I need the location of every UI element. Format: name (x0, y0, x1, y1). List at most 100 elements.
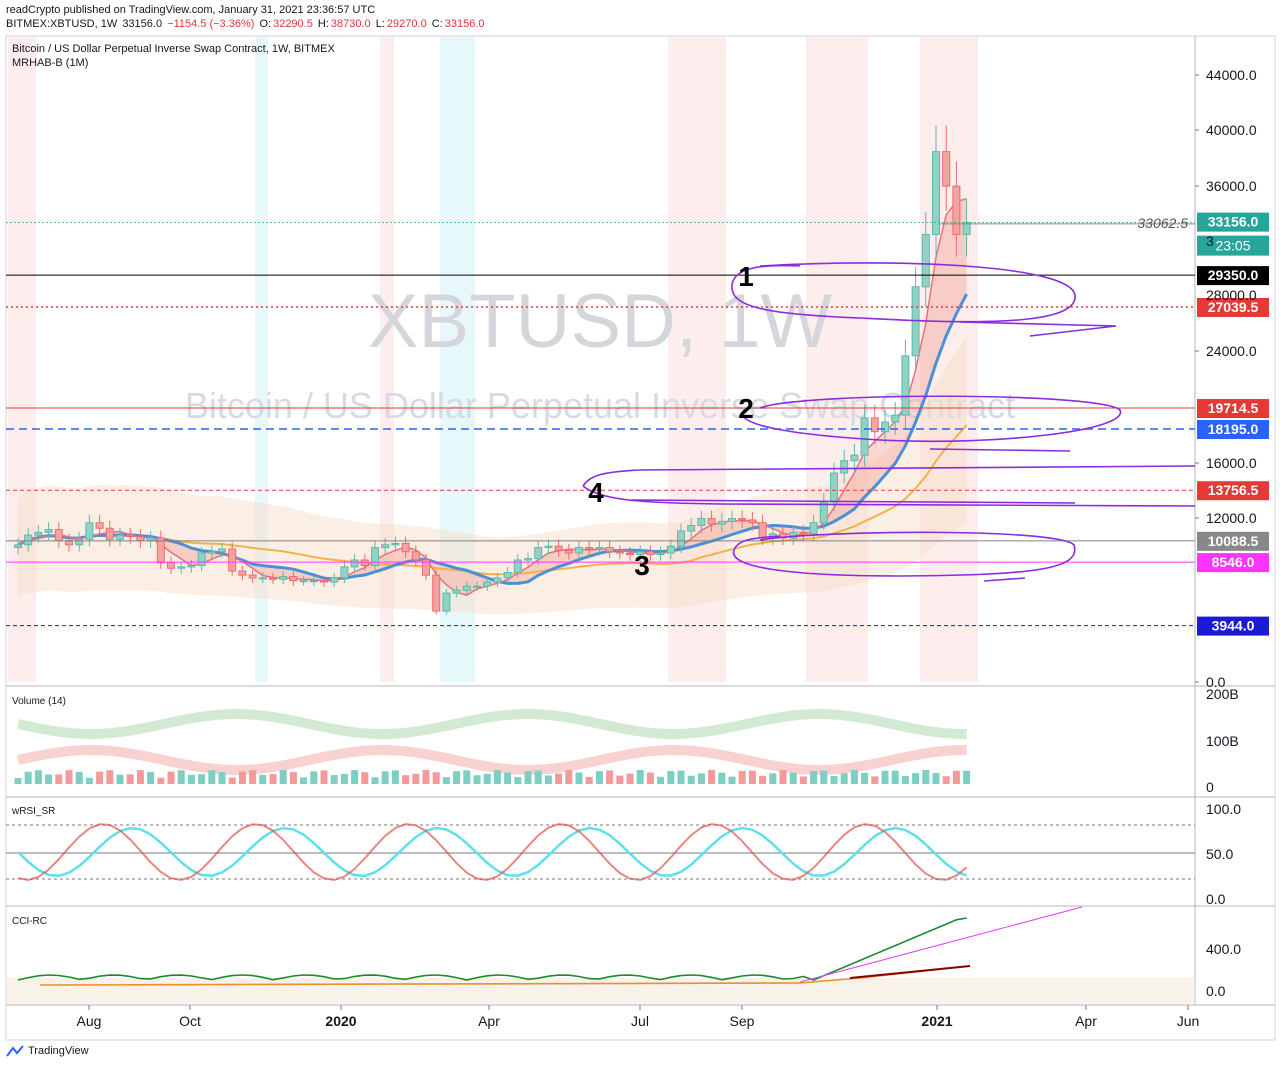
footer-brand: TradingView (28, 1045, 89, 1057)
candle-body (452, 589, 461, 594)
y-tick-label: 0.0 (1206, 674, 1226, 690)
volume-bar (585, 776, 593, 784)
indicator-label: MRHAB-B (1M) (12, 57, 88, 69)
y-tick-label-partial: 3 (1206, 233, 1214, 249)
volume-bar (351, 770, 359, 784)
wrsi-tick-label: 100.0 (1206, 801, 1241, 817)
volume-bar (177, 770, 185, 784)
price-label-box (1197, 297, 1269, 317)
volume-bar (157, 777, 165, 784)
price-label-box (1197, 553, 1269, 573)
price-label-text: 10088.5 (1208, 533, 1259, 549)
volume-bar (922, 770, 930, 784)
grid (6, 36, 1275, 1006)
footer: TradingView (6, 1045, 89, 1057)
volume-bar (463, 770, 471, 784)
candle-body (371, 547, 379, 567)
volume-upper-band (16, 708, 967, 739)
y-tick-label-partial: 28000.0 (1206, 287, 1257, 303)
volume-bar (626, 773, 634, 784)
open-label: O: (259, 18, 272, 30)
highlight-band (440, 37, 475, 682)
x-tick-label: Jul (631, 1013, 649, 1029)
volume-bar (187, 774, 195, 784)
x-tick-label: Apr (1075, 1013, 1097, 1029)
volume-bar (208, 770, 216, 784)
volume-bar (361, 772, 369, 784)
low-value: 29270.0 (386, 18, 427, 30)
candle-body (585, 547, 594, 550)
candle-body (320, 580, 328, 583)
countdown-box (1197, 235, 1269, 256)
volume-bar (677, 770, 685, 784)
candle-body (116, 534, 124, 540)
symbol-label: BITMEX:XBTUSD, 1W (6, 18, 118, 30)
candle-body (799, 531, 808, 535)
price-label-box (1197, 531, 1269, 551)
volume-bar (789, 772, 797, 784)
price-label-box (1197, 399, 1269, 419)
countdown-text: 23:05 (1215, 238, 1250, 254)
candles (14, 125, 971, 615)
level-label-33062: 33062.5 (1137, 215, 1188, 231)
ma-fast-line (17, 197, 967, 597)
volume-bar (810, 770, 818, 784)
candle-body (901, 355, 910, 416)
highlight-band (8, 37, 36, 682)
candle-body (626, 552, 634, 555)
pane-title-volume: Volume (14) (12, 696, 66, 707)
cci-line (17, 917, 967, 981)
volume-bar (106, 770, 114, 784)
candle-body (14, 544, 22, 549)
candle-body (146, 537, 155, 542)
candle-body (544, 545, 553, 549)
volume-lower-band (16, 745, 967, 776)
candle-body (717, 520, 726, 525)
x-tick-label: Jun (1177, 1013, 1200, 1029)
low-label: L: (375, 18, 385, 30)
volume-bar (697, 773, 705, 784)
price-label-box (1197, 481, 1269, 501)
candle-body (401, 542, 410, 553)
publisher-line: readCrypto published on TradingView.com,… (6, 4, 376, 16)
last-price: 33156.0 (122, 18, 163, 30)
price-label-box (1197, 266, 1269, 286)
wrsi-line (17, 823, 968, 882)
price-label-text: 29350.0 (1208, 267, 1259, 283)
sub-panes: Volume (14) wRSI_SR CCI-RC (6, 696, 1195, 1004)
candle-body (830, 472, 838, 503)
candle-body (728, 518, 736, 522)
candle-body (575, 547, 583, 554)
volume-bar (371, 777, 379, 784)
volume-bar (116, 774, 124, 784)
highlight-bands (8, 37, 978, 682)
candle-body (228, 548, 237, 572)
candle-body (462, 585, 471, 591)
volume-bar (667, 771, 675, 784)
cci-zone (6, 978, 1195, 1004)
volume-bar (473, 775, 481, 784)
candle-body (381, 544, 390, 549)
candle-body (279, 576, 288, 580)
wrsi-signal-line (17, 826, 968, 878)
y-tick-label: 44000.0 (1206, 67, 1257, 83)
candle-body (340, 566, 349, 579)
high-value: 38730.0 (330, 18, 371, 30)
candle-body (197, 552, 206, 567)
volume-bar (136, 770, 144, 784)
volume-bar (595, 771, 603, 784)
candle-body (850, 454, 859, 462)
y-tick-label: 40000.0 (1206, 122, 1257, 138)
price-change: −1154.5 (−3.36%) (167, 18, 255, 30)
annotation-ellipse-2 (741, 395, 1122, 443)
volume-bar (544, 775, 552, 784)
price-label-text: 3944.0 (1212, 618, 1255, 634)
highlight-band (668, 37, 726, 682)
volume-bar (483, 773, 491, 784)
price-label-text: 27039.5 (1208, 299, 1259, 315)
watermark-description: Bitcoin / US Dollar Perpetual Inverse Sw… (185, 385, 1015, 426)
candle-body (75, 538, 84, 546)
volume-bar (45, 774, 53, 784)
volume-bar (65, 770, 73, 784)
